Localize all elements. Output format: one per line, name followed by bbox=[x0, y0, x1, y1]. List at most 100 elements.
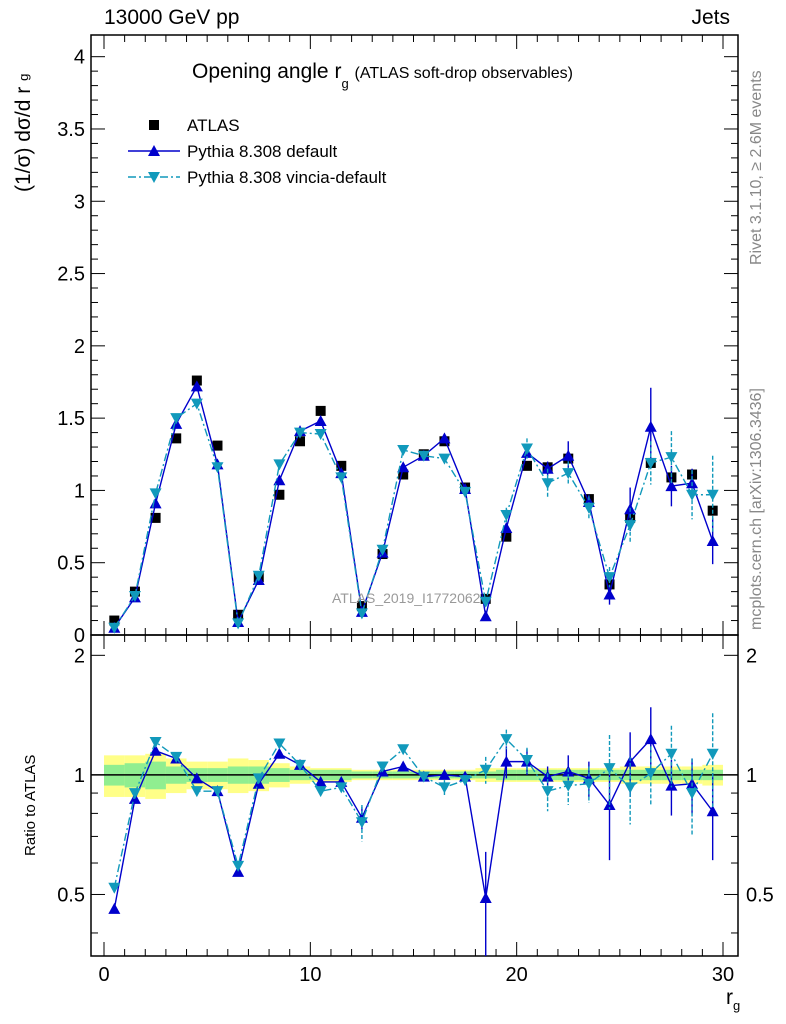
ratio-point bbox=[438, 768, 451, 780]
ratio-point bbox=[149, 737, 162, 749]
data-point bbox=[562, 449, 575, 461]
data-point bbox=[170, 413, 183, 425]
ratio-point bbox=[479, 891, 492, 903]
y-tick-label: 3.5 bbox=[57, 119, 85, 141]
ratio-point bbox=[170, 751, 183, 763]
data-point bbox=[273, 459, 286, 471]
data-point bbox=[190, 380, 203, 392]
data-point bbox=[706, 535, 719, 547]
data-point bbox=[335, 472, 348, 484]
process-label: Jets bbox=[691, 6, 730, 29]
ratio-point bbox=[273, 738, 286, 750]
data-point bbox=[336, 460, 347, 471]
ratio-point bbox=[479, 764, 492, 776]
data-point bbox=[541, 462, 554, 474]
data-point bbox=[314, 429, 327, 441]
ratio-point bbox=[149, 744, 162, 756]
data-point bbox=[501, 531, 512, 542]
x-axis-label-main: r bbox=[726, 986, 733, 1009]
data-point bbox=[438, 432, 451, 444]
legend-label: Pythia 8.308 default bbox=[187, 142, 338, 161]
ratio-point bbox=[128, 788, 141, 800]
energy-label: 13000 GeV pp bbox=[104, 6, 240, 29]
ratio-point bbox=[500, 734, 513, 746]
data-point bbox=[541, 478, 554, 490]
x-tick-label: 30 bbox=[712, 964, 734, 986]
ratio-point bbox=[603, 763, 616, 775]
data-point bbox=[520, 443, 533, 455]
ratio-point bbox=[624, 755, 637, 767]
ratio-series-line bbox=[113, 738, 714, 888]
ratio-point bbox=[644, 733, 657, 745]
ratio-point bbox=[397, 760, 410, 772]
data-point bbox=[706, 489, 719, 501]
data-point bbox=[665, 452, 678, 464]
ratio-point bbox=[665, 779, 678, 791]
ratio-y-tick-label-right: 0.5 bbox=[746, 884, 774, 906]
ratio-point bbox=[273, 747, 286, 759]
ratio-point bbox=[686, 788, 699, 800]
data-point bbox=[315, 405, 326, 416]
ratio-point bbox=[252, 773, 265, 785]
data-point bbox=[149, 488, 162, 500]
data-point bbox=[479, 610, 492, 622]
ratio-point bbox=[665, 748, 678, 760]
series-line bbox=[113, 402, 713, 629]
rivet-version-label: Rivet 3.1.10, ≥ 2.6M events bbox=[748, 70, 765, 265]
data-point bbox=[212, 440, 223, 451]
x-tick-label: 10 bbox=[299, 964, 321, 986]
ratio-y-tick-label: 0.5 bbox=[57, 884, 85, 906]
legend-marker bbox=[149, 120, 159, 130]
data-point bbox=[108, 622, 121, 634]
ratio-point bbox=[376, 761, 389, 773]
data-point bbox=[252, 570, 265, 582]
data-point bbox=[232, 618, 245, 630]
ratio-point bbox=[314, 786, 327, 798]
y-tick-label: 1 bbox=[74, 480, 85, 502]
ratio-point bbox=[314, 775, 327, 787]
data-point bbox=[603, 572, 616, 584]
ratio-point bbox=[520, 755, 533, 767]
ratio-point bbox=[500, 755, 513, 767]
x-axis-label: rg bbox=[726, 986, 740, 1013]
ratio-plot-frame bbox=[90, 634, 739, 957]
series-line bbox=[113, 384, 714, 629]
data-point bbox=[295, 436, 306, 447]
chart-title-main: Opening angle r bbox=[192, 60, 342, 83]
ratio-point bbox=[582, 778, 595, 790]
analysis-watermark: ATLAS_2019_I1772062 bbox=[332, 590, 481, 606]
data-point bbox=[273, 474, 286, 486]
ratio-point bbox=[541, 786, 554, 798]
ratio-point bbox=[624, 782, 637, 794]
ratio-point bbox=[459, 775, 472, 787]
data-point bbox=[355, 608, 368, 620]
y-tick-label: 0 bbox=[74, 625, 85, 647]
data-point bbox=[314, 415, 327, 427]
x-tick-label: 0 bbox=[98, 964, 109, 986]
x-tick-label: 20 bbox=[506, 964, 528, 986]
ratio-y-tick-label-right: 1 bbox=[746, 765, 757, 787]
legend-marker bbox=[148, 172, 160, 183]
data-point bbox=[644, 420, 657, 432]
chart-title: Opening angle rg (ATLAS soft-drop observ… bbox=[192, 60, 573, 91]
data-point bbox=[294, 427, 307, 439]
ratio-point bbox=[438, 782, 451, 794]
ratio-point bbox=[232, 860, 245, 872]
legend-marker bbox=[148, 145, 160, 156]
ratio-point bbox=[108, 882, 121, 894]
legend-label: Pythia 8.308 vincia-default bbox=[187, 168, 387, 187]
y-tick-label: 3 bbox=[74, 191, 85, 213]
data-point bbox=[128, 590, 141, 602]
data-point bbox=[686, 489, 699, 501]
ratio-y-tick-label-right: 2 bbox=[746, 645, 757, 667]
ratio-y-tick-label: 2 bbox=[74, 645, 85, 667]
y-tick-label: 0.5 bbox=[57, 553, 85, 575]
ratio-y-axis-label: Ratio to ATLAS bbox=[22, 754, 39, 856]
data-point bbox=[274, 489, 285, 500]
ratio-point bbox=[294, 759, 307, 771]
data-point bbox=[582, 502, 595, 514]
data-point bbox=[171, 433, 182, 444]
data-point bbox=[398, 469, 409, 480]
y-tick-label: 4 bbox=[74, 47, 85, 69]
